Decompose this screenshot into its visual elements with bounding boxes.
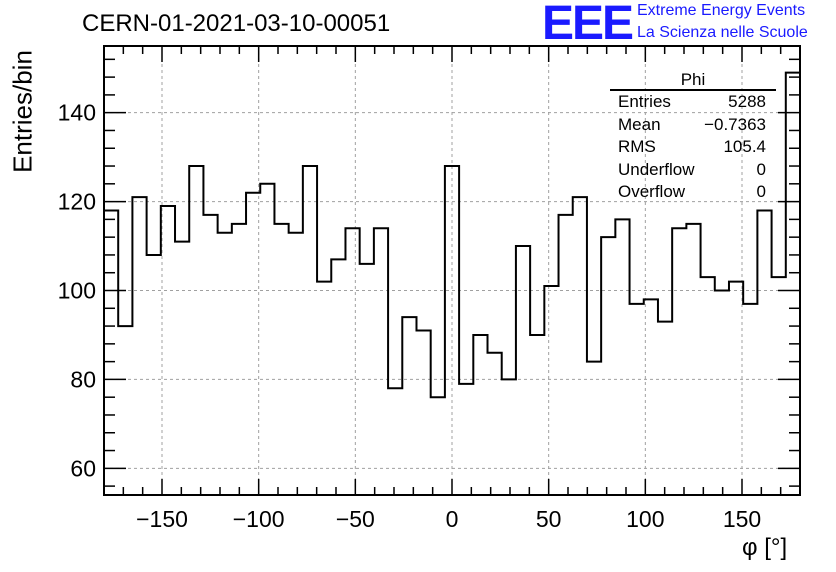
- y-tick-label: 60: [70, 455, 96, 481]
- stats-label: Entries: [618, 92, 671, 111]
- stats-value: 0: [756, 159, 766, 179]
- stats-value: 105.4: [723, 137, 766, 156]
- histogram-bin: [218, 233, 232, 495]
- y-tick-label: 140: [58, 100, 96, 126]
- stats-value: −0.7363: [704, 114, 766, 134]
- histogram-bin: [644, 299, 658, 495]
- histogram-bin: [132, 197, 146, 495]
- histogram-bin: [587, 362, 601, 495]
- tick-labels: −150 −100 −50 0 50 100 150 60 80 100 120 140: [58, 100, 762, 532]
- histogram-bin: [473, 335, 487, 495]
- grid-lines: [104, 46, 800, 495]
- stats-label: Underflow: [618, 159, 695, 179]
- x-tick-label: 150: [723, 506, 761, 532]
- histogram-outline: [103, 71, 801, 495]
- axis-ticks: [103, 46, 801, 495]
- histogram-bin: [630, 304, 644, 495]
- histogram-bin: [317, 282, 331, 495]
- histogram-bin: [502, 379, 516, 495]
- histogram-bin: [488, 353, 502, 495]
- histogram-bin: [416, 331, 430, 495]
- histogram-bin: [573, 197, 587, 495]
- stats-row-mean: Mean −0.7363: [610, 114, 776, 137]
- stats-row-entries: Entries 5288: [610, 91, 776, 114]
- histogram-bin: [232, 224, 246, 495]
- stats-value: 0: [756, 182, 766, 201]
- stats-row-rms: RMS 105.4: [610, 136, 776, 159]
- stats-label: RMS: [618, 137, 656, 156]
- stats-value: 5288: [728, 92, 766, 111]
- stats-box: Phi Entries 5288 Mean −0.7363 RMS 105.4 Und…: [610, 70, 776, 204]
- histogram-bin: [175, 242, 189, 495]
- histogram-bin: [729, 282, 743, 495]
- histogram-bin: [772, 277, 786, 495]
- eee-logo: EEE: [542, 0, 634, 50]
- histogram-bin: [516, 246, 530, 495]
- histogram-bin: [402, 317, 416, 495]
- histogram-bin: [743, 304, 757, 495]
- y-tick-label: 80: [70, 366, 96, 392]
- histogram-bin: [544, 286, 558, 495]
- histogram-bin: [303, 166, 317, 495]
- histogram-bin: [118, 326, 132, 495]
- histogram-bin: [147, 255, 161, 495]
- y-axis-label: Entries/bin: [7, 50, 38, 173]
- histogram-bin: [601, 237, 615, 495]
- histogram-bin: [161, 206, 175, 495]
- x-tick-label: −100: [233, 506, 285, 532]
- histogram-bin: [757, 210, 771, 495]
- chart-title: CERN-01-2021-03-10-00051: [82, 10, 391, 37]
- logo-line-1: Extreme Energy Events: [637, 2, 806, 19]
- y-tick-label: 100: [58, 278, 96, 304]
- histogram-bin: [559, 215, 573, 495]
- x-tick-label: 100: [626, 506, 664, 532]
- histogram-bin: [672, 228, 686, 495]
- histogram-bin: [658, 322, 672, 495]
- histogram-bin: [701, 277, 715, 495]
- stats-label: Overflow: [618, 182, 686, 201]
- histogram-bin: [431, 397, 445, 495]
- x-tick-label: −150: [136, 506, 188, 532]
- x-tick-label: 50: [536, 506, 562, 532]
- stats-row-overflow: Overflow 0: [610, 181, 776, 204]
- stats-row-underflow: Underflow 0: [610, 159, 776, 182]
- histogram-bin: [274, 224, 288, 495]
- x-axis-label: φ [°]: [742, 534, 788, 561]
- histogram-bin: [360, 264, 374, 495]
- histogram-bin: [289, 233, 303, 495]
- histogram-bin: [260, 184, 274, 495]
- histogram-bin: [459, 384, 473, 495]
- histogram-bin: [715, 291, 729, 495]
- histogram-bin: [686, 224, 700, 495]
- logo-line-2: La Scienza nelle Scuole: [637, 24, 808, 41]
- histogram-bin: [104, 210, 118, 495]
- y-tick-label: 120: [58, 189, 96, 215]
- histogram-bin: [615, 219, 629, 495]
- histogram-bin: [331, 259, 345, 495]
- stats-title: Phi: [610, 70, 776, 91]
- histogram-series: [103, 71, 801, 495]
- stats-label: Mean: [618, 114, 661, 134]
- x-tick-label: 0: [446, 506, 459, 532]
- histogram-bin: [345, 228, 359, 495]
- x-tick-label: −50: [336, 506, 375, 532]
- histogram-bin: [189, 166, 203, 495]
- histogram-bin: [203, 215, 217, 495]
- histogram-bin: [246, 193, 260, 495]
- histogram-bin: [445, 166, 459, 495]
- histogram-bin: [374, 228, 388, 495]
- histogram-bin: [786, 73, 800, 495]
- histogram-bin: [530, 335, 544, 495]
- histogram-bin: [388, 388, 402, 495]
